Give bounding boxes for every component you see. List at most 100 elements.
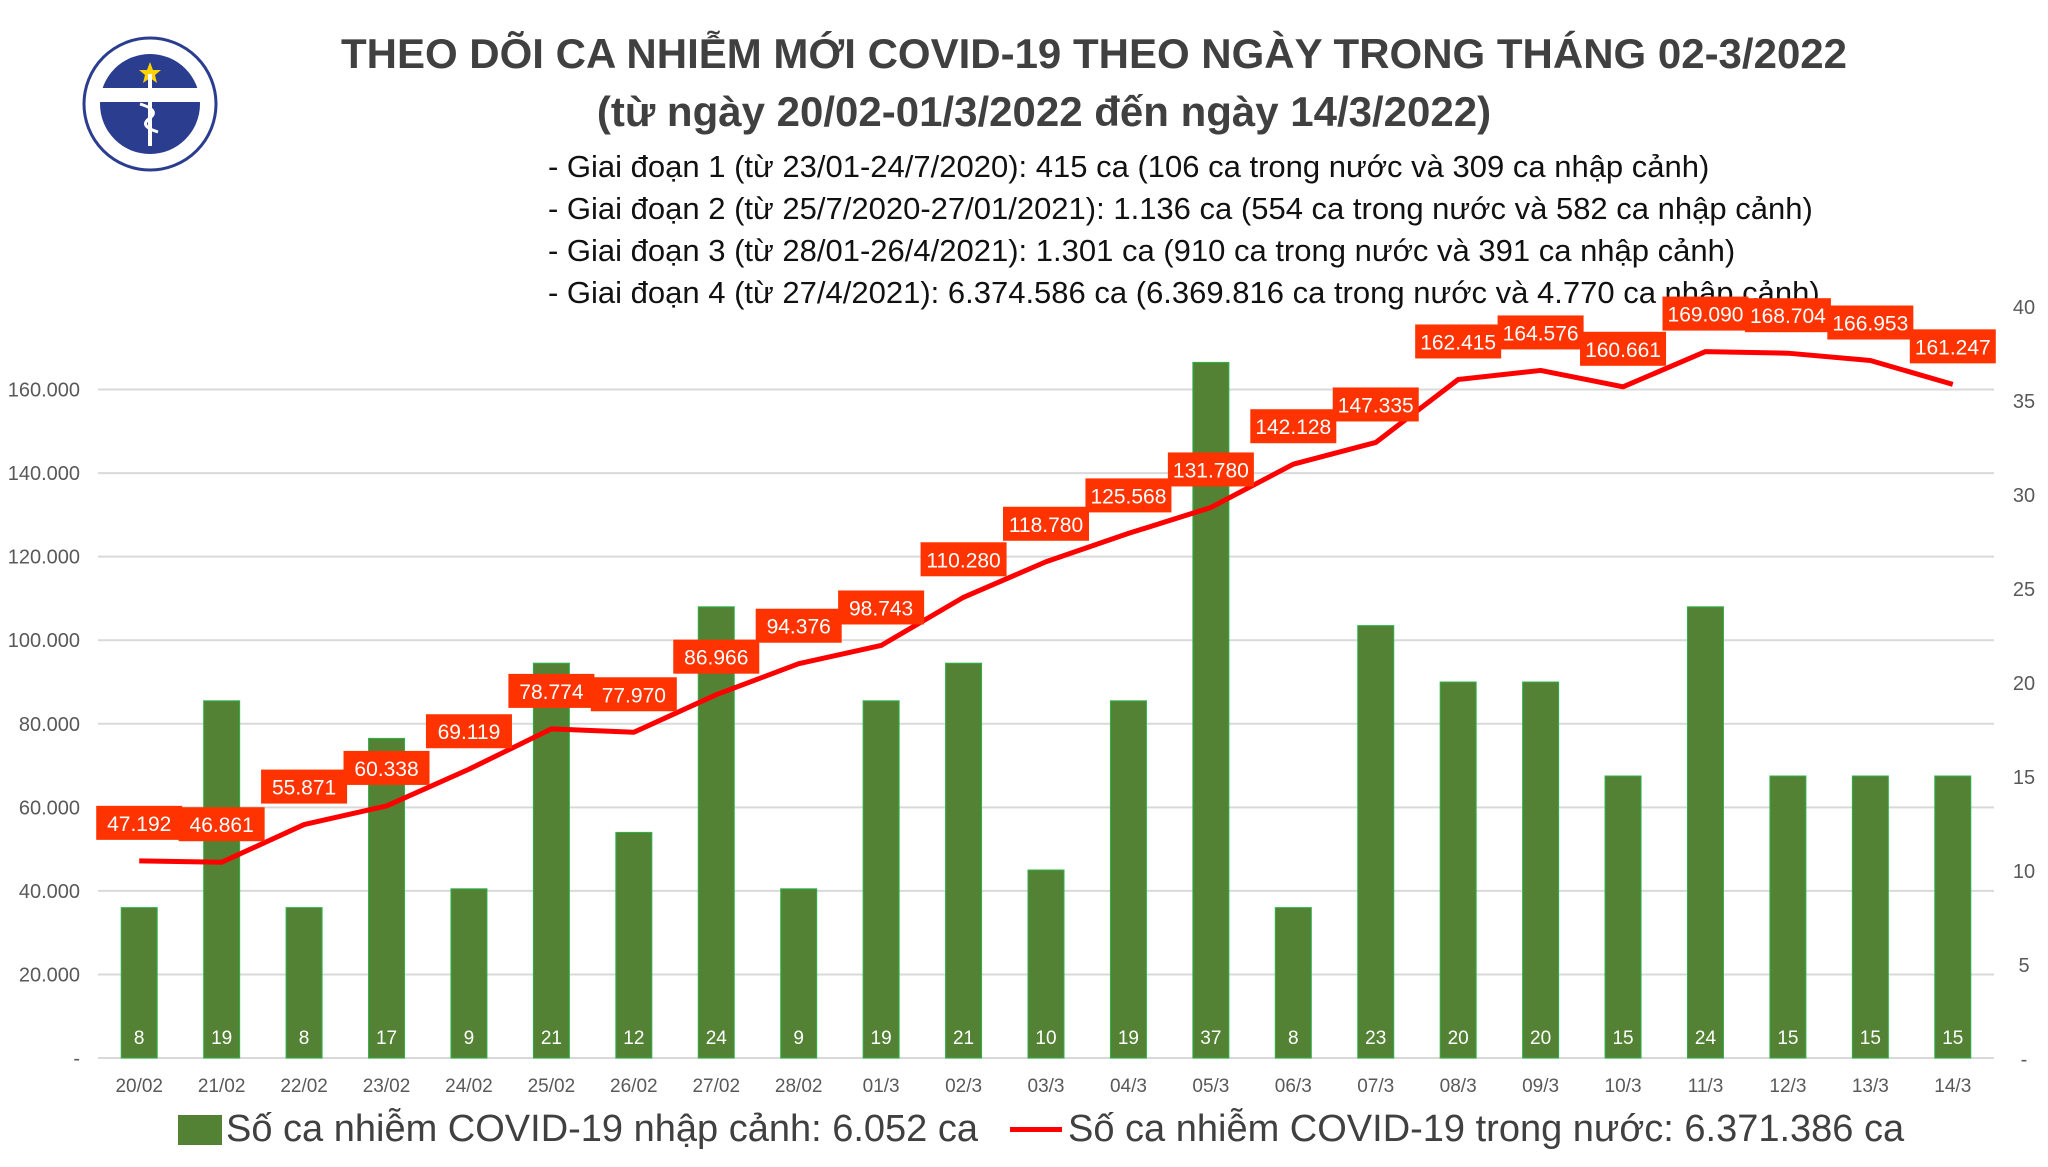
line-value-label: 110.280	[926, 549, 1000, 572]
bar	[1769, 775, 1807, 1059]
line-value-label-box	[261, 769, 348, 804]
left-axis-tick: 120.000	[8, 547, 80, 569]
right-axis-tick: 35	[2013, 391, 2035, 413]
line-value-label: 118.780	[1009, 514, 1083, 537]
bar	[203, 700, 241, 1059]
bar	[532, 662, 570, 1059]
chart-subtitle: (từ ngày 20/02-01/3/2022 đến ngày 14/3/2…	[596, 88, 1492, 135]
x-axis-tick: 10/3	[1605, 1076, 1642, 1097]
bar	[1522, 681, 1560, 1059]
x-axis-tick: 28/02	[775, 1076, 823, 1097]
bar	[120, 907, 158, 1059]
line-series	[139, 349, 1954, 865]
right-axis-tick: 40	[2013, 297, 2035, 319]
stage-2: - Giai đoạn 2 (từ 25/7/2020-27/01/2021):…	[548, 191, 1813, 226]
x-axis-tick: 23/02	[363, 1076, 411, 1097]
x-axis-tick: 03/3	[1028, 1076, 1065, 1097]
bar	[1934, 775, 1972, 1059]
bar	[1357, 625, 1395, 1059]
right-axis-tick: 5	[2018, 955, 2029, 977]
line-value-label-box	[1167, 452, 1254, 487]
legend-bar-swatch	[178, 1114, 222, 1145]
legend-line-swatch	[1010, 1127, 1062, 1132]
left-axis-tick: 140.000	[8, 463, 80, 485]
x-axis-tick: 20/02	[115, 1076, 163, 1097]
line-value-label: 161.247	[1915, 336, 1991, 359]
line-value-label: 142.128	[1255, 416, 1331, 439]
x-axis-tick: 05/3	[1192, 1076, 1229, 1097]
x-axis-tick: 02/3	[945, 1076, 982, 1097]
line-value-label-box	[673, 639, 760, 674]
left-axis-tick: 40.000	[19, 881, 80, 903]
bar	[450, 888, 488, 1059]
right-axis-tick: 10	[2013, 861, 2035, 883]
bar-value-label: 17	[376, 1028, 397, 1049]
line-value-label-box	[1580, 331, 1667, 366]
right-axis-tick: 15	[2013, 767, 2035, 789]
line-value-label-box	[1827, 305, 1914, 340]
bar-value-label: 8	[134, 1028, 145, 1049]
line-value-label-box	[178, 807, 265, 842]
bar-value-label: 37	[1200, 1028, 1221, 1049]
bar-value-label: 8	[299, 1028, 310, 1049]
line-value-label-box	[755, 608, 842, 643]
x-axis-tick: 26/02	[610, 1076, 658, 1097]
line-value-label: 78.774	[519, 681, 584, 704]
stage-4: - Giai đoạn 4 (từ 27/4/2021): 6.374.586 …	[548, 275, 1820, 310]
x-axis-tick: 06/3	[1275, 1076, 1312, 1097]
left-axis-tick: -	[73, 1048, 80, 1070]
line-value-label: 47.192	[107, 813, 171, 836]
bar-value-label: 24	[1695, 1028, 1717, 1049]
x-axis-tick: 24/02	[445, 1076, 493, 1097]
legend-line: Số ca nhiễm COVID-19 trong nước: 6.371.3…	[1010, 1108, 1904, 1151]
bar-value-label: 21	[953, 1028, 974, 1049]
line-value-label: 55.871	[272, 777, 336, 800]
line-value-label: 162.415	[1420, 331, 1496, 354]
line-value-label: 60.338	[354, 758, 418, 781]
stage-1: - Giai đoạn 1 (từ 23/01-24/7/2020): 415 …	[548, 149, 1710, 184]
left-axis-tick: 20.000	[19, 964, 80, 986]
x-axis-tick: 25/02	[528, 1076, 576, 1097]
bar	[1686, 606, 1724, 1059]
chart-title: THEO DÕI CA NHIỄM MỚI COVID-19 THEO NGÀY…	[340, 30, 1848, 77]
bar-value-label: 9	[793, 1028, 804, 1049]
bar-value-label: 19	[211, 1028, 232, 1049]
right-axis-tick: 30	[2013, 485, 2035, 507]
bar-value-label: 15	[1860, 1028, 1881, 1049]
x-axis-tick: 01/3	[863, 1076, 900, 1097]
line-value-label-box	[1744, 298, 1831, 333]
x-axis-tick: 22/02	[280, 1076, 328, 1097]
bar	[1109, 700, 1147, 1059]
bar-value-label: 19	[1118, 1028, 1139, 1049]
bar	[862, 700, 900, 1059]
line-value-label: 86.966	[684, 647, 748, 670]
right-axis-tick: 20	[2013, 673, 2035, 695]
legend-line-label: Số ca nhiễm COVID-19 trong nước: 6.371.3…	[1068, 1108, 1905, 1150]
line-value-label: 147.335	[1338, 394, 1414, 417]
x-axis-tick: 11/3	[1688, 1076, 1724, 1097]
line-value-label-box	[425, 714, 512, 749]
left-axis-tick: 60.000	[19, 797, 80, 819]
x-axis-tick: 27/02	[692, 1076, 740, 1097]
bar-value-label: 12	[623, 1028, 644, 1049]
line-value-label: 131.780	[1173, 459, 1249, 482]
bar	[285, 907, 323, 1059]
line-value-label-box	[590, 677, 677, 712]
right-axis-tick: -	[2021, 1049, 2028, 1071]
line-value-label: 125.568	[1090, 485, 1166, 508]
bar-value-label: 8	[1288, 1028, 1299, 1049]
line-value-label-box	[838, 590, 925, 625]
bar	[368, 737, 406, 1059]
line-value-label-box	[1250, 409, 1337, 444]
stage-summary: - Giai đoạn 1 (từ 23/01-24/7/2020): 415 …	[548, 146, 1820, 314]
line-value-label: 160.661	[1585, 339, 1661, 362]
line-value-label: 77.970	[602, 684, 666, 707]
line-value-label-box	[96, 805, 183, 840]
bar-value-label: 15	[1612, 1028, 1633, 1049]
line-value-label-box	[1909, 329, 1996, 364]
x-axis-tick: 07/3	[1357, 1076, 1394, 1097]
bar-value-label: 24	[706, 1028, 728, 1049]
bar-value-label: 9	[464, 1028, 475, 1049]
line-value-label-box	[1662, 296, 1749, 331]
